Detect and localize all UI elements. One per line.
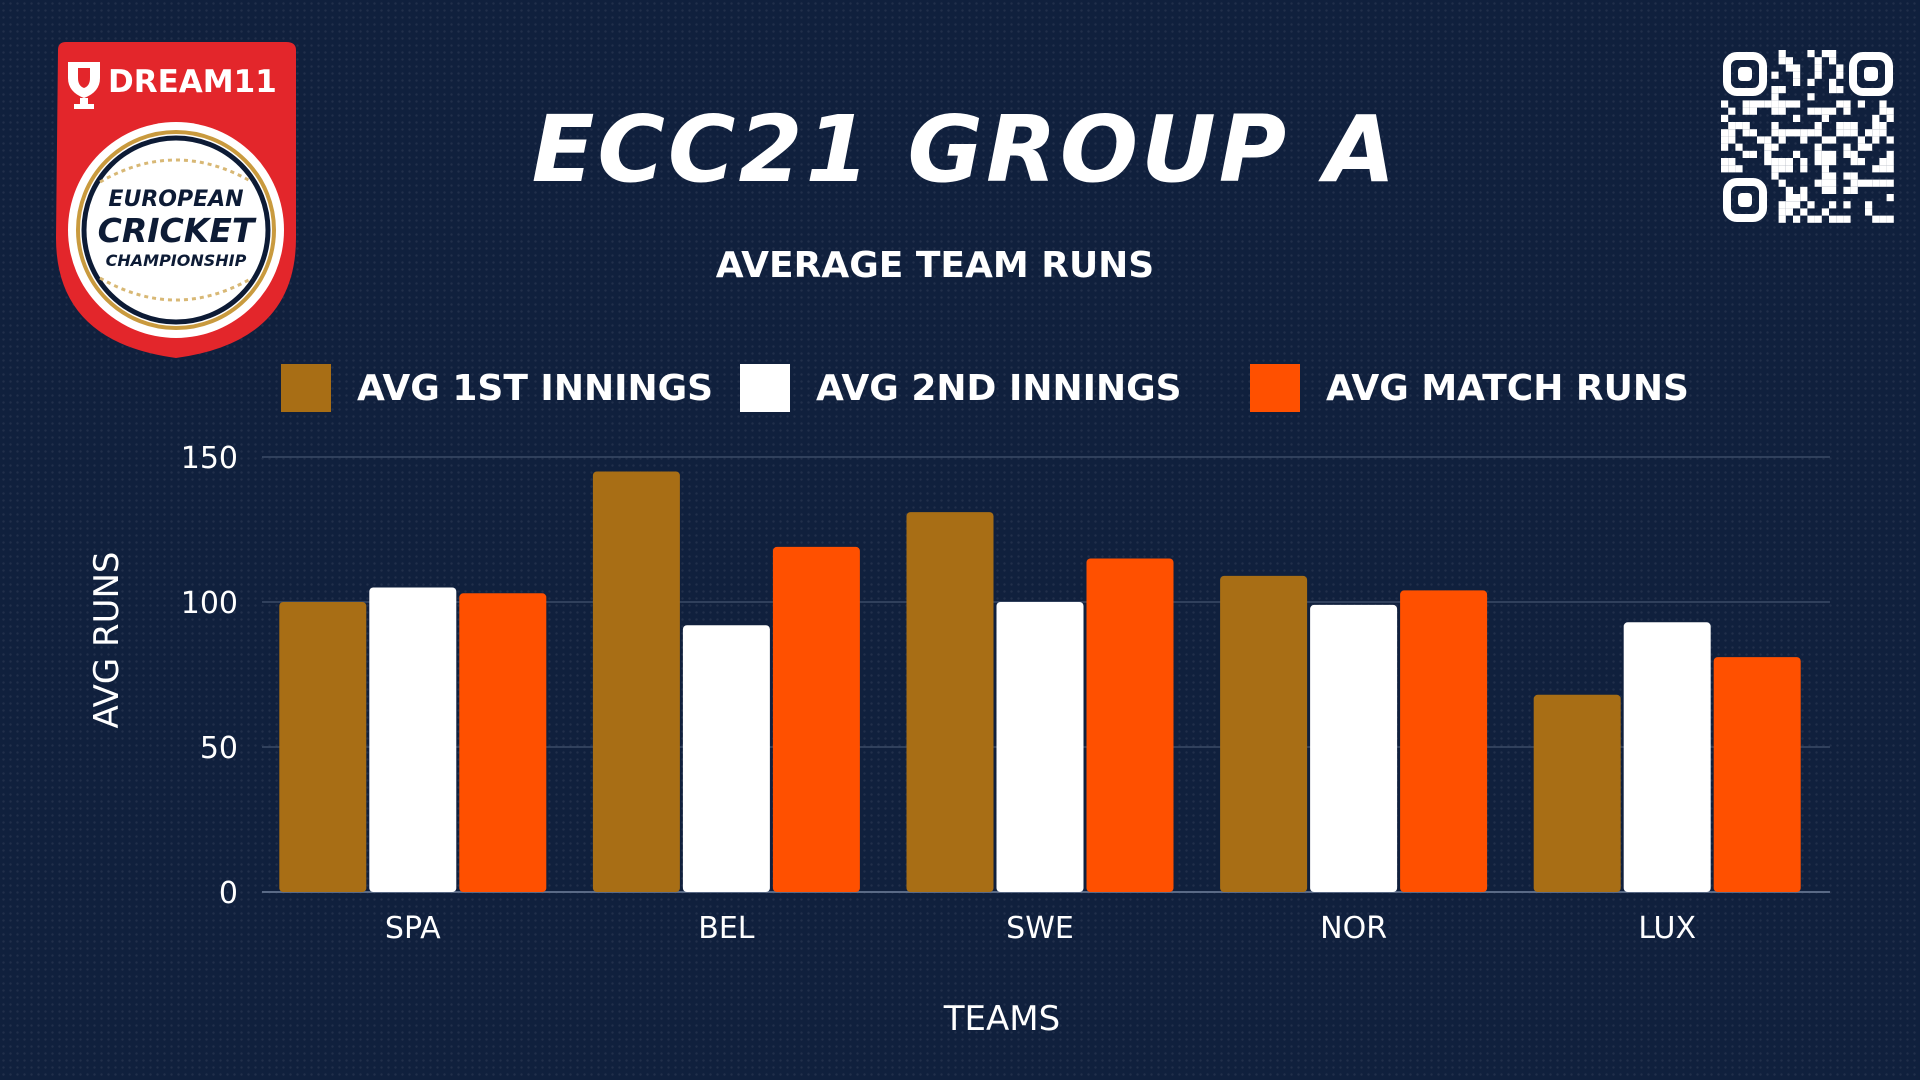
x-tick-label: SWE [1006,911,1074,946]
x-axis-title: TEAMS [943,999,1060,1039]
bar-lux-series-1 [1533,694,1621,892]
bar-lux-series-2 [1623,622,1711,892]
legend-label: AVG 1ST INNINGS [357,368,714,409]
logo-line-championship: CHAMPIONSHIP [106,251,247,270]
legend-swatch [740,364,790,412]
dream11-ecc-logo: DREAM11 EUROPEAN CRICKET CHAMPIONSHIP [56,42,296,358]
y-tick-label: 0 [219,876,238,911]
bar-swe-series-3 [1086,558,1174,892]
y-tick-label: 150 [181,441,238,476]
dream11-icon [68,62,100,109]
legend-label: AVG MATCH RUNS [1326,368,1689,409]
page-title: ECC21 GROUP A [531,96,1399,203]
legend-label: AVG 2ND INNINGS [816,368,1182,409]
chart-legend: AVG 1ST INNINGS AVG 2ND INNINGS AVG MATC… [0,364,1920,414]
bar-spa-series-2 [369,587,457,892]
bar-spa-series-1 [279,602,367,892]
logo-line-cricket: CRICKET [98,211,257,250]
x-tick-label: BEL [698,911,755,946]
logo-line-european: EUROPEAN [108,187,243,212]
legend-swatch [281,364,331,412]
y-tick-label: 50 [200,731,238,766]
bar-bel-series-2 [682,625,770,892]
legend-swatch [1250,364,1300,412]
x-tick-label: SPA [385,911,441,946]
bar-swe-series-1 [906,512,994,892]
bar-nor-series-1 [1220,575,1308,892]
x-tick-label: LUX [1638,911,1696,946]
bar-nor-series-2 [1310,604,1398,892]
x-tick-label: NOR [1320,911,1387,946]
y-tick-label: 100 [181,586,238,621]
qr-code-icon [1721,50,1894,223]
bar-bel-series-3 [772,546,860,892]
bar-spa-series-3 [459,593,547,892]
bar-nor-series-3 [1400,590,1488,892]
brand-text: DREAM11 [108,64,277,100]
y-axis-title: AVG RUNS [87,551,127,728]
chart-subtitle: AVERAGE TEAM RUNS [715,245,1155,286]
bar-swe-series-2 [996,602,1084,892]
bar-lux-series-3 [1713,657,1801,892]
bar-bel-series-1 [592,471,680,892]
